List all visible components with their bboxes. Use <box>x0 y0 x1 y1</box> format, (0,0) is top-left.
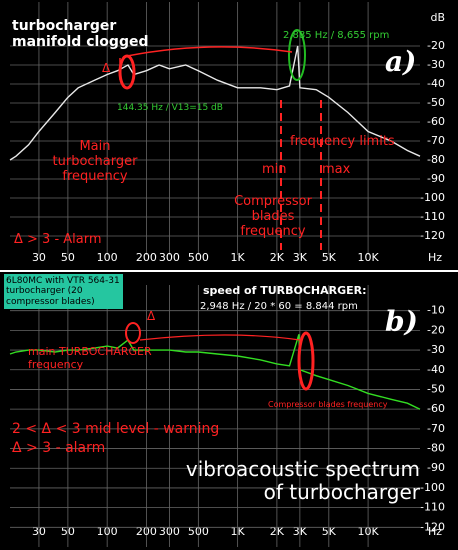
y-tick-label: -20 <box>427 323 445 336</box>
marking <box>126 46 293 57</box>
annotation: turbocharger manifold clogged <box>12 18 149 51</box>
x-tick-label: 5K <box>322 251 337 264</box>
annotation: 2,885 Hz / 8,655 rpm <box>283 30 390 41</box>
x-tick-label: 30 <box>32 525 46 538</box>
x-tick-label: 2K <box>270 251 285 264</box>
annotation: 2 < Δ < 3 mid level - warning <box>12 421 220 437</box>
y-tick-label: -40 <box>427 363 445 376</box>
x-tick-label: 50 <box>61 525 75 538</box>
y-tick-label: -20 <box>427 39 445 52</box>
spectrum-line <box>9 45 421 161</box>
x-tick-label: 10K <box>357 251 379 264</box>
y-tick-label: -80 <box>427 442 445 455</box>
marking <box>125 322 141 344</box>
x-tick-label: 30 <box>32 251 46 264</box>
x-tick-label: 300 <box>159 251 180 264</box>
y-tick-label: -100 <box>420 481 445 494</box>
x-tick-label: 3K <box>293 251 308 264</box>
x-tick-label: 3K <box>293 525 308 538</box>
x-axis-label: Hz <box>428 251 442 264</box>
y-tick-label: -30 <box>427 343 445 356</box>
annotation: a) <box>385 45 417 78</box>
y-axis-label: dB <box>430 11 445 24</box>
x-tick-label: 500 <box>188 525 209 538</box>
y-tick-label: -100 <box>420 191 445 204</box>
x-tick-label: 100 <box>97 251 118 264</box>
marking <box>288 29 306 81</box>
x-axis-label: Hz <box>428 525 442 538</box>
y-tick-label: -90 <box>427 461 445 474</box>
y-tick-label: -70 <box>427 134 445 147</box>
x-tick-label: 1K <box>231 251 246 264</box>
annotation: max <box>322 162 351 177</box>
annotation: min <box>262 162 287 177</box>
annotation: speed of TURBOCHARGER: <box>203 284 367 297</box>
marking <box>139 334 301 341</box>
y-tick-label: -70 <box>427 422 445 435</box>
y-tick-label: -60 <box>427 115 445 128</box>
y-tick-label: -10 <box>427 304 445 317</box>
x-tick-label: 200 <box>136 251 157 264</box>
y-tick-label: -40 <box>427 77 445 90</box>
y-tick-label: -50 <box>427 382 445 395</box>
panel-b-background <box>0 272 458 550</box>
annotation: Δ <box>147 309 156 323</box>
x-tick-label: 1K <box>231 525 246 538</box>
annotation: 144.35 Hz / V13=15 dB <box>117 103 223 113</box>
y-tick-label: -60 <box>427 402 445 415</box>
x-tick-label: 500 <box>188 251 209 264</box>
annotation: Δ <box>102 61 111 75</box>
x-tick-label: 300 <box>159 525 180 538</box>
annotation: frequency limits <box>290 134 395 149</box>
annotation: b) <box>385 305 418 338</box>
annotation: 6L80MC with VTR 564-31 turbocharger (20 … <box>4 274 123 310</box>
marking <box>297 331 315 391</box>
y-tick-label: -50 <box>427 96 445 109</box>
y-tick-label: -120 <box>420 229 445 242</box>
y-tick-label: -120 <box>420 520 445 533</box>
annotation: Main turbocharger frequency <box>52 139 138 184</box>
annotation: 2,948 Hz / 20 * 60 = 8.844 rpm <box>200 301 358 312</box>
annotation: Compressor blades frequency <box>234 194 312 239</box>
annotation: main TURBOCHARGER frequency <box>28 345 152 371</box>
spectrum-line <box>9 334 421 410</box>
annotation: Δ > 3 - Alarm <box>14 232 102 247</box>
x-tick-label: 5K <box>322 525 337 538</box>
x-tick-label: 10K <box>357 525 379 538</box>
y-tick-label: -30 <box>427 58 445 71</box>
annotation: Compressor blades frequency <box>268 400 388 409</box>
y-tick-label: -110 <box>420 210 445 223</box>
annotation: Δ > 3 - alarm <box>12 440 106 456</box>
panel-a-background <box>0 0 458 270</box>
x-tick-label: 100 <box>97 525 118 538</box>
x-tick-label: 200 <box>136 525 157 538</box>
x-tick-label: 50 <box>61 251 75 264</box>
x-tick-label: 2K <box>270 525 285 538</box>
y-tick-label: -110 <box>420 501 445 514</box>
y-tick-label: -90 <box>427 172 445 185</box>
y-tick-label: -80 <box>427 153 445 166</box>
annotation: vibroacoustic spectrum of turbocharger <box>185 457 420 504</box>
